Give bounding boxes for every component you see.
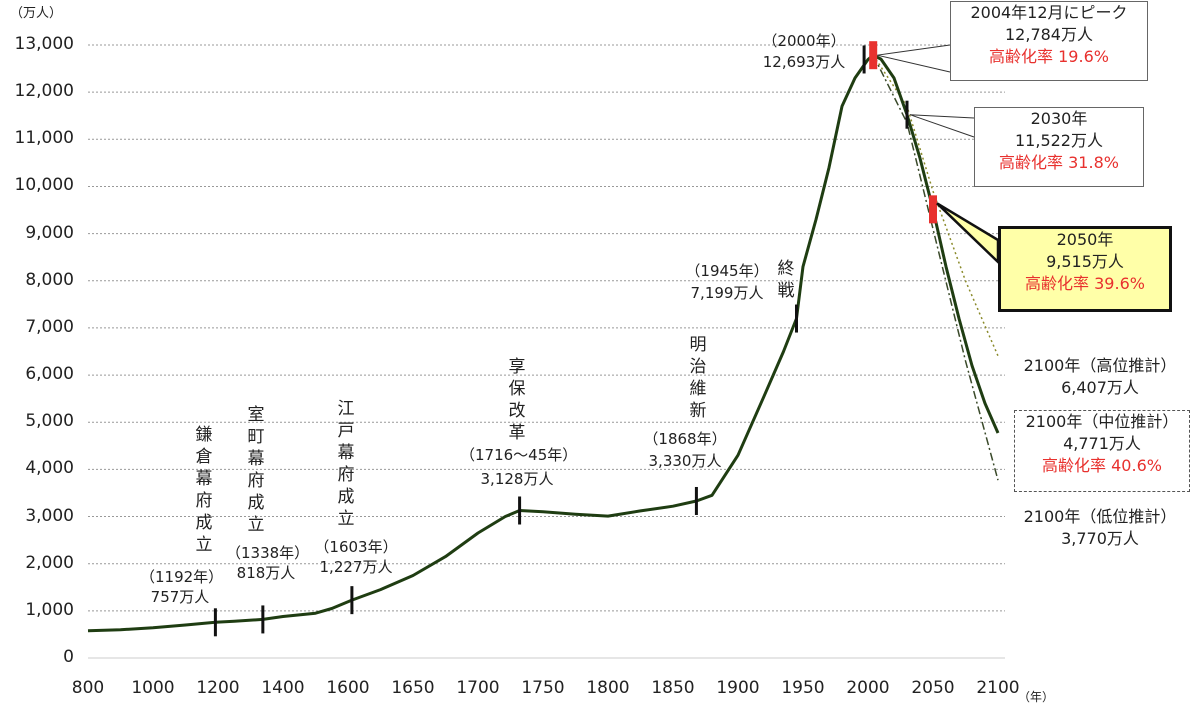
peak-aging-rate: 高齢化率 19.6% <box>989 47 1109 66</box>
y-tick-label: 11,000 <box>14 128 74 149</box>
x-tick-label: 1200 <box>196 678 240 698</box>
highlight-marker <box>869 41 878 70</box>
peak-pop: 12,784万人 <box>1005 25 1093 44</box>
y2050-title: 2050年 <box>1056 230 1114 249</box>
y2050-callout: 2050年 9,515万人 高齢化率 39.6% <box>998 226 1172 312</box>
kyoho-pop: 3,128万人 <box>480 470 554 488</box>
mid-title: 2100年（中位推計） <box>1025 412 1179 431</box>
y-tick-label: 12,000 <box>14 81 74 102</box>
y2000-year: （2000年） <box>762 32 846 50</box>
muromachi-label: 室町幕府成立 <box>247 405 265 535</box>
x-tick-label: 1850 <box>651 678 695 698</box>
y-axis-unit: （万人） <box>10 6 63 21</box>
high-title: 2100年（高位推計） <box>1023 356 1177 375</box>
y-tick-label: 13,000 <box>14 34 74 54</box>
low-projection-label: 2100年（低位推計） 3,770万人 <box>1012 506 1188 550</box>
edo-label: 江戸幕府成立 <box>337 399 355 529</box>
y-tick-label: 2,000 <box>25 552 74 573</box>
x-tick-label: 2050 <box>911 678 955 698</box>
y-tick-label: 4,000 <box>25 458 74 479</box>
highlight-marker <box>929 195 937 224</box>
y2030-leader-line <box>909 114 975 138</box>
kyoho-label: 享保改革 <box>508 357 526 443</box>
series-low-projection <box>872 54 999 481</box>
high-pop: 6,407万人 <box>1061 378 1139 397</box>
series-high-projection <box>872 54 999 357</box>
y-tick-label: 7,000 <box>25 316 74 337</box>
x-tick-label: 1750 <box>521 678 565 698</box>
y-tick-label: 1,000 <box>25 599 74 620</box>
peak-leader-line <box>877 44 951 73</box>
x-tick-label: 1700 <box>456 678 500 698</box>
x-tick-label: 1400 <box>261 678 305 698</box>
war-pop: 7,199万人 <box>690 284 764 302</box>
kamakura-pop: 757万人 <box>150 588 210 606</box>
series-actual-medium <box>87 53 1000 633</box>
x-tick-label: 1950 <box>781 678 825 698</box>
peak-callout: 2004年12月にピーク 12,784万人 高齢化率 19.6% <box>950 1 1148 81</box>
kamakura-year: （1192年） <box>140 568 224 586</box>
y-tick-label: 6,000 <box>25 364 74 385</box>
low-title: 2100年（低位推計） <box>1023 507 1177 526</box>
x-tick-label: 800 <box>71 678 105 698</box>
mid-aging-rate: 高齢化率 40.6% <box>1042 456 1162 475</box>
war-label: 終戦 <box>777 259 795 301</box>
meiji-pop: 3,330万人 <box>648 452 722 470</box>
y2030-callout: 2030年 11,522万人 高齢化率 31.8% <box>974 107 1144 187</box>
peak-title: 2004年12月にピーク <box>970 3 1128 22</box>
muromachi-year: （1338年） <box>226 544 310 562</box>
mid-projection-callout: 2100年（中位推計） 4,771万人 高齢化率 40.6% <box>1014 410 1190 492</box>
high-projection-label: 2100年（高位推計） 6,407万人 <box>1012 355 1188 399</box>
kyoho-year: （1716～45年） <box>460 446 578 464</box>
x-tick-label: 1000 <box>131 678 175 698</box>
y-tick-label: 0 <box>63 647 74 667</box>
y2030-pop: 11,522万人 <box>1015 131 1103 150</box>
war-year: （1945年） <box>685 262 769 280</box>
edo-pop: 1,227万人 <box>319 558 393 576</box>
edo-year: （1603年） <box>314 538 398 556</box>
y2000-pop: 12,693万人 <box>762 53 846 71</box>
y2050-aging-rate: 高齢化率 39.6% <box>1025 274 1145 293</box>
y-tick-label: 3,000 <box>25 505 74 526</box>
x-tick-label: 1900 <box>716 678 760 698</box>
mid-pop: 4,771万人 <box>1063 434 1141 453</box>
y2050-leader-line <box>936 202 1000 265</box>
y2030-aging-rate: 高齢化率 31.8% <box>999 153 1119 172</box>
y2030-title: 2030年 <box>1030 109 1088 128</box>
x-tick-label: 1600 <box>326 678 370 698</box>
meiji-year: （1868年） <box>643 430 727 448</box>
x-tick-label: 1800 <box>586 678 630 698</box>
x-tick-label: 2000 <box>846 678 890 698</box>
y-tick-label: 9,000 <box>25 222 74 243</box>
y2050-pop: 9,515万人 <box>1046 252 1124 271</box>
low-pop: 3,770万人 <box>1061 529 1139 548</box>
y-tick-label: 5,000 <box>25 411 74 432</box>
kamakura-label: 鎌倉幕府成立 <box>195 425 213 555</box>
y-tick-label: 8,000 <box>25 269 74 290</box>
muromachi-pop: 818万人 <box>236 564 296 582</box>
y-tick-label: 10,000 <box>14 175 74 196</box>
x-tick-label: 1650 <box>391 678 435 698</box>
x-axis-unit: （年） <box>1018 690 1055 704</box>
meiji-label: 明治維新 <box>689 335 707 421</box>
x-tick-label: 2100 <box>976 678 1020 698</box>
